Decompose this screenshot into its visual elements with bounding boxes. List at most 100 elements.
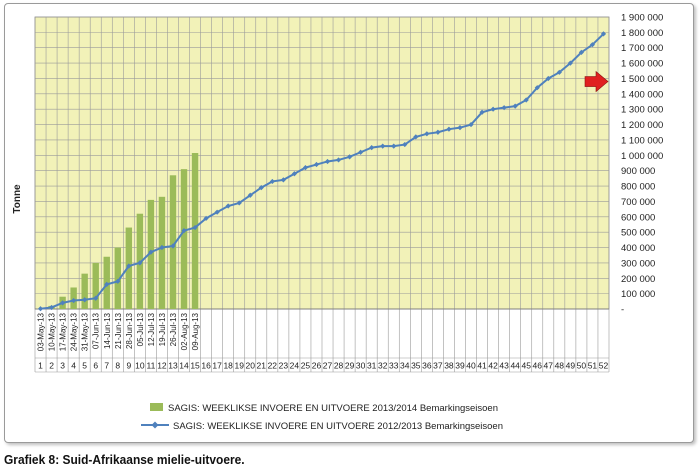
legend-bar-swatch [150, 403, 163, 411]
line-point-week-12 [159, 244, 165, 251]
y-axis-label: Tonne [12, 184, 23, 214]
y-tick-label: 100 000 [621, 289, 655, 300]
x-week-label: 11 [146, 361, 155, 371]
x-week-label: 8 [115, 361, 120, 371]
y-tick-label: 500 000 [621, 228, 655, 239]
line-point-week-4 [71, 297, 77, 304]
x-week-label: 28 [334, 361, 344, 371]
x-date-label: 24-May-13 [70, 312, 79, 351]
x-week-label: 16 [201, 361, 211, 371]
x-week-label: 27 [323, 361, 333, 371]
line-point-week-10 [137, 260, 143, 266]
legend-line-marker [151, 421, 159, 429]
line-point-week-15 [192, 224, 198, 231]
line-point-week-16 [203, 215, 209, 221]
x-week-label: 7 [104, 361, 109, 371]
x-week-label: 36 [422, 361, 432, 371]
bar-week-15 [191, 153, 199, 309]
y-tick-label: - [621, 305, 624, 316]
y-tick-label: 1 000 000 [621, 151, 663, 162]
line-point-week-23 [280, 177, 286, 183]
line-point-week-52 [600, 31, 607, 37]
y-tick-label: 1 300 000 [621, 105, 663, 116]
line-point-week-21 [258, 184, 264, 191]
y-tick-label: 700 000 [621, 197, 655, 208]
x-week-label: 43 [499, 361, 509, 371]
x-week-label: 32 [378, 361, 388, 371]
line-point-week-13 [170, 243, 176, 249]
x-date-label: 05-Jul-13 [136, 312, 145, 346]
line-point-week-27 [324, 158, 331, 165]
legend-label-bars: SAGIS: WEEKLIKSE INVOERE EN UITVOERE 201… [168, 403, 498, 414]
line-point-week-3 [59, 300, 66, 306]
line-point-week-51 [589, 42, 596, 48]
x-week-label: 24 [290, 361, 300, 371]
line-point-week-34 [402, 141, 408, 148]
x-date-label: 14-Jun-13 [103, 312, 112, 349]
x-week-label: 19 [234, 361, 244, 371]
x-week-label: 23 [279, 361, 289, 371]
x-week-label: 45 [521, 361, 531, 371]
y-tick-label: 1 500 000 [621, 74, 663, 85]
line-point-week-37 [435, 129, 441, 135]
bar-week-14 [180, 169, 188, 309]
line-point-week-19 [236, 200, 242, 206]
line-point-week-35 [413, 134, 419, 140]
bar-week-6 [92, 262, 99, 309]
x-week-label: 49 [566, 361, 576, 371]
x-week-label: 21 [257, 361, 267, 371]
line-point-week-11 [148, 249, 154, 255]
line-point-week-32 [380, 143, 386, 149]
red-arrow-icon [584, 70, 609, 93]
x-week-label: 35 [411, 361, 421, 371]
figure-caption: Grafiek 8: Suid-Afrikaanse mielie-uitvoe… [4, 452, 245, 467]
y-tick-label: 1 400 000 [621, 89, 663, 100]
x-date-label: 10-May-13 [48, 312, 57, 351]
x-week-label: 2 [49, 361, 54, 371]
x-week-label: 4 [71, 361, 76, 371]
x-date-label: 12-Jul-13 [147, 312, 156, 346]
line-point-week-8 [115, 278, 121, 284]
x-week-label: 34 [400, 361, 410, 371]
x-week-label: 14 [179, 361, 189, 371]
x-week-label: 20 [246, 361, 256, 371]
legend-label-line: SAGIS: WEEKLIKSE INVOERE EN UITVOERE 201… [173, 421, 503, 432]
x-week-label: 10 [135, 361, 145, 371]
x-week-label: 25 [301, 361, 311, 371]
x-week-label: 22 [268, 361, 278, 371]
line-point-week-7 [104, 281, 110, 288]
y-tick-label: 900 000 [621, 166, 655, 177]
line-point-week-14 [181, 228, 187, 234]
x-week-label: 12 [157, 361, 167, 371]
line-point-week-48 [556, 69, 562, 75]
x-date-label: 03-May-13 [37, 312, 46, 351]
x-date-label: 17-May-13 [59, 312, 68, 351]
x-week-label: 6 [93, 361, 98, 371]
line-point-week-41 [479, 109, 485, 115]
line-point-week-44 [512, 103, 518, 109]
y-tick-label: 1 700 000 [621, 43, 663, 54]
x-week-label: 33 [389, 361, 399, 371]
x-date-label: 31-May-13 [81, 312, 90, 351]
bar-week-13 [169, 175, 177, 309]
x-axis-categories: 03-May-13 10-May-13 17-May-13 24-May-13 31-M… [37, 312, 609, 370]
x-week-label: 1 [38, 361, 43, 371]
x-date-label: 26-Jul-13 [169, 312, 178, 346]
line-point-week-42 [490, 106, 496, 112]
x-week-label: 18 [223, 361, 233, 371]
arrow-annotation [584, 70, 609, 93]
x-date-label: 09-Aug-13 [191, 312, 200, 350]
line-point-week-25 [302, 165, 309, 171]
line-point-week-6 [93, 295, 99, 301]
x-week-label: 38 [444, 361, 454, 371]
line-point-week-20 [247, 192, 253, 198]
x-week-label: 48 [555, 361, 565, 371]
line-point-week-24 [291, 171, 298, 177]
x-week-label: 44 [510, 361, 520, 371]
line-point-week-18 [225, 203, 231, 209]
line-point-week-45 [523, 97, 529, 103]
x-week-label: 50 [577, 361, 587, 371]
x-week-label: 52 [599, 361, 609, 371]
x-week-label: 30 [356, 361, 366, 371]
bar-week-5 [81, 273, 88, 309]
